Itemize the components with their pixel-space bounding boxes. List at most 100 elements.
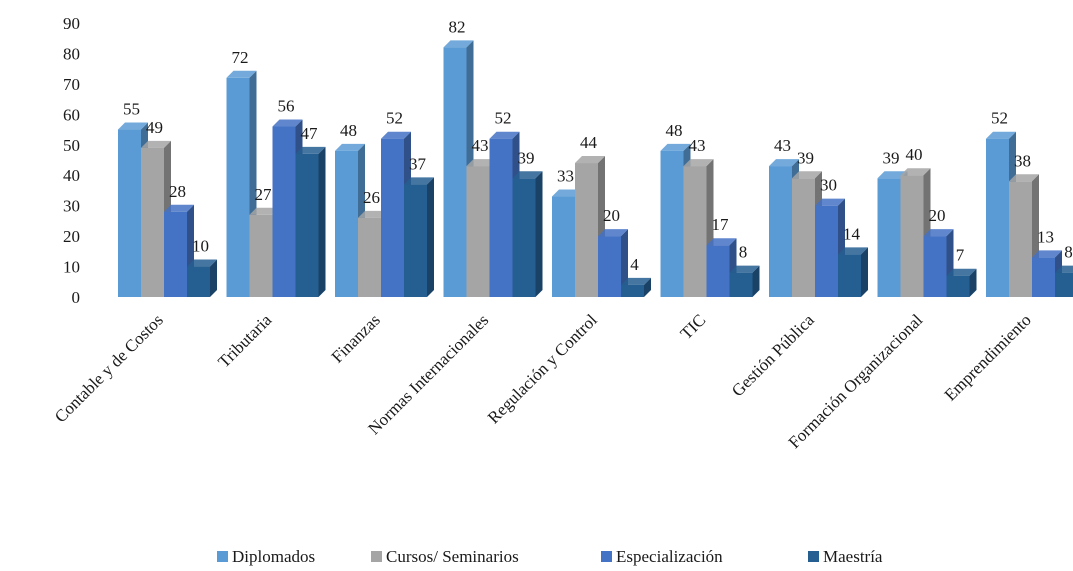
bar-front — [358, 217, 381, 297]
bar-top — [512, 171, 543, 179]
bar-top — [621, 277, 651, 285]
bar — [683, 159, 714, 297]
bar-top — [404, 177, 434, 185]
bar-front — [164, 211, 187, 297]
x-tick-label: TIC — [677, 310, 710, 343]
data-label: 52 — [495, 109, 512, 128]
bar-top — [1055, 265, 1073, 273]
bar-top — [381, 131, 411, 139]
bar-top — [575, 156, 605, 164]
y-tick-label: 70 — [63, 75, 80, 94]
bar-front — [946, 275, 970, 297]
data-label: 38 — [1014, 151, 1031, 170]
bar-front — [466, 166, 490, 297]
x-tick-label: Emprendimiento — [941, 310, 1035, 404]
data-label: 39 — [518, 148, 535, 167]
data-label: 48 — [340, 121, 357, 140]
y-tick-label: 10 — [63, 258, 80, 277]
data-label: 8 — [1064, 243, 1073, 262]
legend-label: Especialización — [616, 547, 723, 566]
bar — [729, 265, 760, 297]
bar-top — [946, 268, 977, 276]
bar-top — [900, 168, 931, 176]
legend-label: Maestría — [823, 547, 883, 566]
bar-front — [986, 138, 1009, 297]
bar-top — [187, 259, 217, 267]
bar-side — [210, 259, 217, 297]
bar — [946, 268, 977, 297]
legend: Diplomados Cursos/ Seminarios Especializac… — [217, 547, 883, 566]
bar-side — [535, 171, 543, 297]
bar-top — [335, 143, 365, 151]
bar-top — [164, 204, 194, 212]
y-tick-label: 0 — [72, 288, 81, 307]
bar-top — [1009, 174, 1039, 182]
bar-side — [969, 268, 977, 297]
bar-top — [118, 122, 148, 130]
data-label: 56 — [278, 97, 295, 116]
bar-front — [877, 178, 901, 297]
bar-top — [923, 229, 954, 237]
bar-front — [923, 236, 947, 297]
data-label: 44 — [580, 133, 598, 152]
bar-side — [752, 265, 760, 297]
x-tick-label: Contable y de Costos — [51, 310, 167, 426]
bar-front — [295, 153, 319, 297]
bar-top — [838, 247, 868, 255]
data-label: 47 — [301, 124, 319, 143]
data-label: 40 — [906, 145, 923, 164]
data-label: 30 — [820, 176, 837, 195]
bar-front — [512, 178, 536, 297]
data-label: 4 — [630, 255, 639, 274]
data-label: 7 — [956, 246, 965, 265]
bar-front — [575, 163, 598, 297]
data-label: 43 — [689, 136, 706, 155]
data-labels: 55 49 28 10 72 27 56 47 48 26 52 37 82 43 52 39 33 44 20 4 4… — [123, 17, 1073, 273]
bar-top — [660, 143, 691, 151]
bar-side — [427, 177, 434, 297]
data-label: 39 — [883, 148, 900, 167]
legend-swatch — [371, 551, 382, 562]
data-label: 17 — [712, 215, 730, 234]
bar-top — [986, 131, 1016, 139]
data-label: 52 — [991, 109, 1008, 128]
data-label: 14 — [843, 224, 861, 243]
y-tick-label: 50 — [63, 136, 80, 155]
bar-top — [598, 229, 628, 237]
bar-front — [226, 77, 250, 297]
bar-top — [729, 265, 760, 273]
bar — [598, 229, 628, 297]
data-label: 20 — [929, 206, 946, 225]
bar-front — [272, 126, 296, 297]
legend-swatch — [601, 551, 612, 562]
data-label: 55 — [123, 100, 140, 119]
bar-front — [815, 205, 838, 297]
legend-item: Maestría — [808, 547, 883, 566]
bar-front — [900, 175, 924, 297]
bar-top — [769, 159, 799, 167]
legend-item: Cursos/ Seminarios — [371, 547, 519, 566]
bar — [621, 277, 651, 297]
bar-top — [877, 171, 908, 179]
bar-front — [443, 47, 467, 297]
bar-top — [466, 159, 497, 167]
data-label: 49 — [146, 118, 163, 137]
legend-label: Diplomados — [232, 547, 315, 566]
data-label: 82 — [449, 17, 466, 36]
x-axis: Contable y de Costos Tributaria FinanzasNo… — [51, 310, 1035, 452]
bar-front — [729, 272, 753, 297]
bar-front — [141, 147, 164, 297]
legend-item: Especialización — [601, 547, 723, 566]
data-label: 10 — [192, 237, 209, 256]
bar-front — [187, 266, 210, 297]
bar — [295, 146, 326, 297]
data-label: 52 — [386, 109, 403, 128]
bar-top — [683, 159, 714, 167]
bar-top — [249, 207, 280, 215]
bar — [404, 177, 434, 297]
y-tick-label: 20 — [63, 227, 80, 246]
bar-front — [838, 254, 861, 297]
legend-swatch — [217, 551, 228, 562]
bar-top — [815, 198, 845, 206]
bar-side — [318, 146, 326, 297]
